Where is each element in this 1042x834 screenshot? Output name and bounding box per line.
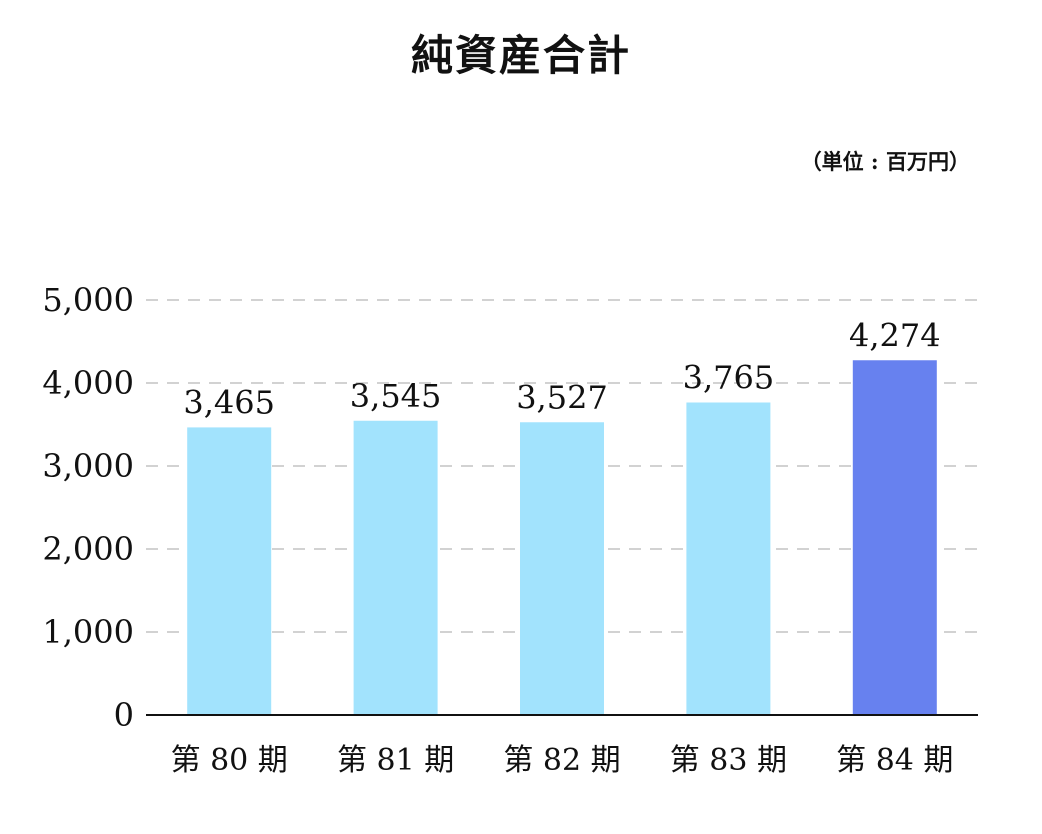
y-tick-label-1000: 1,000 [42, 613, 134, 651]
data-label-1: 3,465 [183, 383, 275, 421]
y-tick-label-4000: 4,000 [42, 364, 134, 402]
x-category-label-4: 第 83 期 [670, 743, 787, 778]
y-tick-label-5000: 5,000 [42, 281, 134, 319]
chart-title: 純資産合計 [410, 31, 631, 80]
x-category-label-1: 第 80 期 [171, 743, 288, 778]
bar-1 [187, 427, 272, 715]
data-label-5: 4,274 [849, 316, 941, 354]
y-tick-label-3000: 3,000 [42, 447, 134, 485]
unit-label: （単位 : 百万円） [800, 149, 970, 174]
y-tick-label-0: 0 [114, 696, 134, 734]
y-tick-label-2000: 2,000 [42, 530, 134, 568]
data-label-2: 3,545 [350, 377, 442, 415]
x-category-label-5: 第 84 期 [836, 743, 953, 778]
bar-3 [520, 422, 604, 715]
bar-5 [852, 360, 937, 715]
bar-2 [353, 420, 438, 715]
bar-4 [686, 402, 771, 715]
data-label-4: 3,765 [683, 359, 775, 397]
x-category-label-2: 第 81 期 [337, 743, 454, 778]
data-label-3: 3,527 [516, 378, 608, 416]
x-category-label-3: 第 82 期 [503, 743, 620, 778]
